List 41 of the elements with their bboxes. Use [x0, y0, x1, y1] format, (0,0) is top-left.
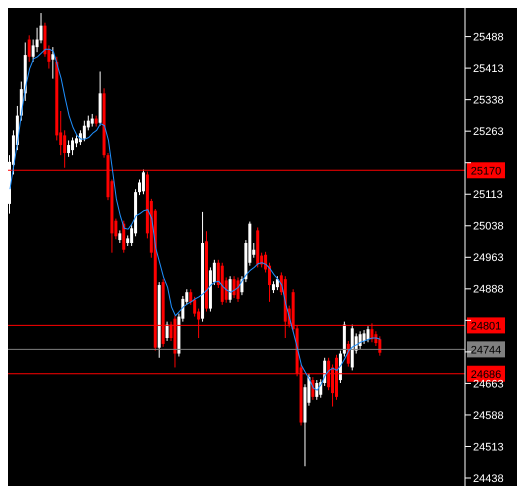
- ref-line-label: 25170: [470, 165, 502, 178]
- y-tick-label: 25413: [473, 63, 504, 76]
- candlestick: [51, 46, 54, 80]
- ref-line-label: 24744: [470, 344, 502, 356]
- candlestick: [94, 115, 98, 128]
- y-tick-label: 25338: [473, 94, 504, 107]
- y-tick-label: 25488: [473, 31, 504, 44]
- candlestick: [166, 321, 169, 342]
- candlestick: [315, 380, 318, 400]
- candlestick: [366, 326, 370, 343]
- candlestick: [118, 230, 122, 244]
- y-tick-label: 25113: [473, 189, 503, 202]
- y-tick-label: 24663: [473, 378, 504, 390]
- candlestick: [63, 130, 66, 168]
- candlestick: [32, 39, 35, 62]
- candlestick: [193, 296, 196, 318]
- candlestick: [71, 136, 74, 156]
- y-tick-label: 24438: [473, 472, 504, 485]
- y-tick-label: 24963: [473, 252, 504, 264]
- y-tick-label: 24513: [473, 441, 504, 454]
- candlestick: [358, 330, 362, 350]
- candlestick: [142, 168, 145, 195]
- candlestick: [90, 113, 94, 128]
- ref-line-label: 24686: [470, 368, 502, 381]
- y-tick-label: 24588: [473, 410, 504, 422]
- candlestick: [276, 276, 279, 291]
- ref-line-label: 24801: [470, 320, 502, 332]
- candlestick: [362, 330, 366, 344]
- candlestick: [36, 27, 39, 53]
- candlestick: [67, 140, 70, 158]
- candlestick: [232, 276, 236, 299]
- candlestick: [82, 120, 86, 142]
- candlestick: [236, 276, 240, 302]
- candlestick: [28, 34, 31, 62]
- candlestick: [40, 12, 43, 44]
- y-tick-label: 25038: [473, 220, 504, 233]
- candlestick: [228, 276, 232, 304]
- y-tick-label: 25263: [473, 126, 504, 138]
- candlestick: [74, 134, 78, 148]
- y-tick-label: 24888: [473, 284, 504, 296]
- candlestick: [272, 280, 275, 294]
